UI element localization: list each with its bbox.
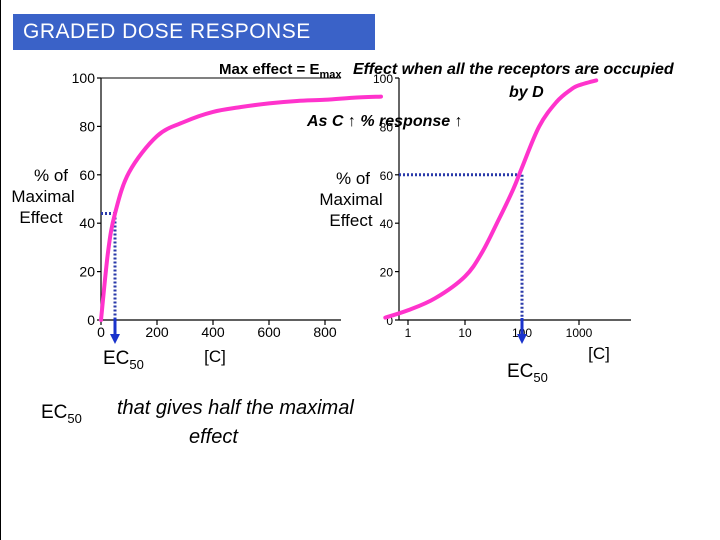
x-tick-label: 400: [201, 324, 225, 340]
y-tick-label: 0: [87, 312, 95, 328]
x-tick-label: 0: [97, 324, 105, 340]
x-tick-label: 800: [313, 324, 337, 340]
ylabel-chart2-line2: Maximal: [319, 190, 382, 209]
y-tick-label: 80: [79, 118, 95, 134]
ec50-definition-label: EC50: [41, 402, 82, 426]
y-tick-label: 40: [380, 217, 394, 231]
xlabel-chart2: [C]: [588, 344, 610, 363]
xlabel-chart1: [C]: [204, 347, 226, 366]
ylabel-chart2-line1: % of: [336, 169, 370, 188]
max-effect-description-line1: Effect when all the receptors are occupi…: [353, 61, 675, 78]
y-tick-label: 60: [79, 167, 95, 183]
ec50-arrow-head: [110, 334, 120, 344]
y-tick-label: 100: [373, 72, 393, 86]
ec50-arrow-head: [517, 334, 527, 344]
y-tick-label: 80: [380, 120, 394, 134]
ylabel-chart2-line3: Effect: [329, 211, 372, 230]
ylabel-chart1-line3: Effect: [19, 208, 62, 227]
y-tick-label: 60: [380, 169, 394, 183]
slide-title: GRADED DOSE RESPONSE: [13, 14, 375, 50]
y-tick-label: 20: [79, 264, 95, 280]
ylabel-chart1-line2: Maximal: [11, 187, 74, 206]
x-tick-label: 600: [257, 324, 281, 340]
ec50-definition-line1: that gives half the maximal: [117, 397, 354, 419]
y-tick-label: 40: [79, 215, 95, 231]
series-line-chart1: [99, 94, 383, 322]
y-tick-label: 20: [380, 266, 394, 280]
y-tick-label: 100: [72, 70, 96, 86]
x-tick-label: 10: [458, 326, 472, 340]
x-tick-label: 200: [145, 324, 169, 340]
x-tick-label: 1000: [566, 326, 593, 340]
ec50-label-chart1: EC50: [103, 348, 144, 372]
series-line-chart2: [383, 78, 599, 320]
max-effect-description-line2: by D: [509, 84, 544, 101]
trend-text: As C ↑ % response ↑: [306, 113, 463, 130]
ec50-label-chart2: EC50: [507, 361, 548, 385]
y-tick-label: 0: [386, 314, 393, 328]
x-tick-label: 1: [405, 326, 412, 340]
ylabel-chart1-line1: % of: [34, 166, 68, 185]
ec50-definition-line2: effect: [189, 426, 239, 448]
